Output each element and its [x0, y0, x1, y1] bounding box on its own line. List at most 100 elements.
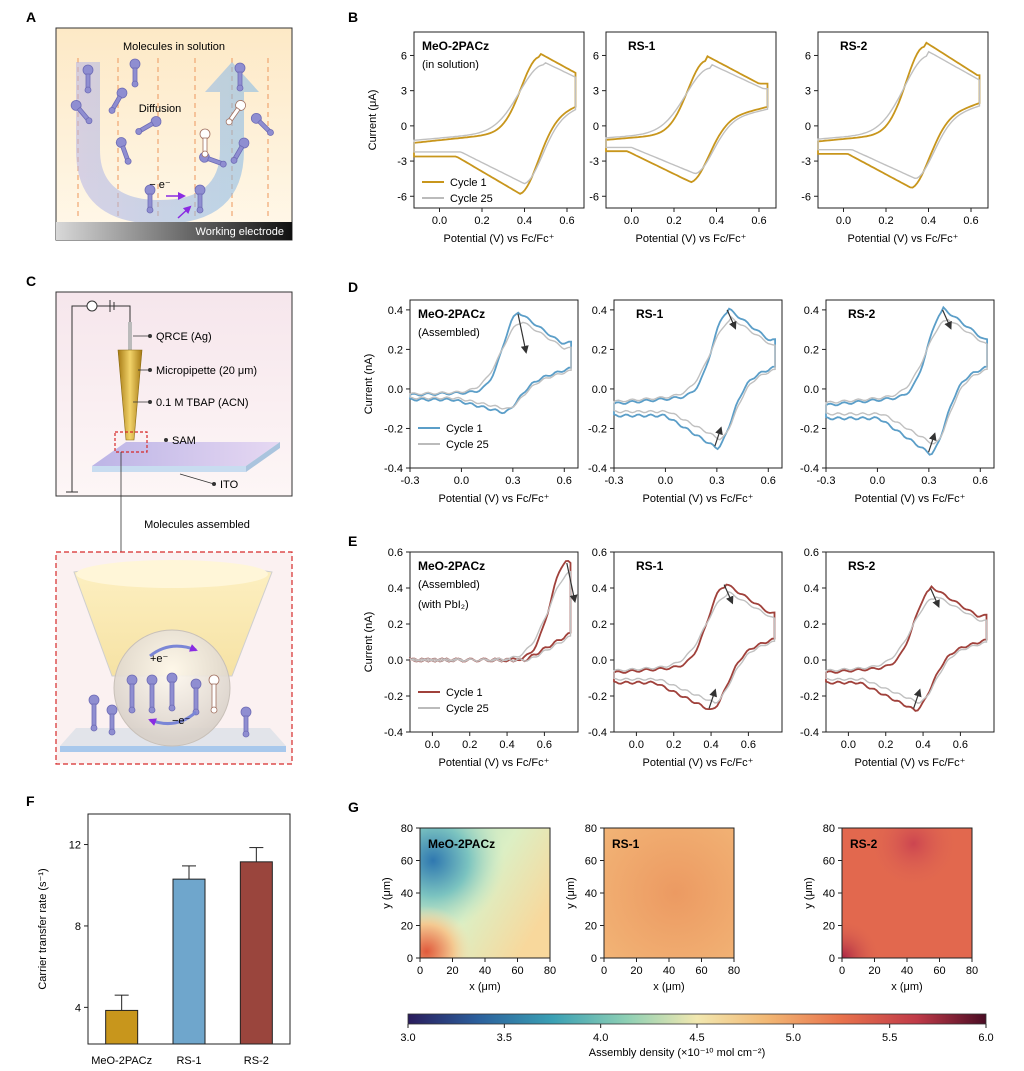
label-sam: SAM: [172, 435, 196, 447]
y-tick-label: -0.2: [588, 423, 607, 435]
x-label-meo2pacz: MeO-2PACz: [91, 1055, 152, 1067]
chart-d-meo2pacz: -0.3 0.0 0.3 0.6 -0.4 -0.2 0.0 0.2 0.4 MeO-2PAC…: [363, 299, 579, 505]
x-tick-label: 0.4: [703, 739, 718, 751]
plot-frame: [409, 551, 579, 733]
oxidized-molecule-icon: [208, 674, 220, 714]
y-tick-label: 0.2: [592, 619, 607, 631]
y-tick-label: -0.2: [800, 691, 819, 703]
y-axis-label: Current (μA): [367, 90, 379, 151]
x-ticks: 0 20 40 60 80: [839, 958, 978, 977]
heatmap-base: [604, 828, 734, 958]
y-tick-label: 0.6: [388, 547, 403, 559]
y-ticks: -0.4 -0.2 0.0 0.2 0.4 0.6: [384, 547, 410, 739]
x-tick-label: 80: [966, 965, 978, 977]
y-tick-label: 0.6: [592, 547, 607, 559]
y-tick-label: 0: [591, 953, 597, 965]
cycle-25-curve: [605, 63, 769, 175]
plot-frame: [409, 299, 579, 469]
trend-arrow-anodic: [942, 309, 952, 330]
chart-f-carrier-transfer-rate: 4 8 12 MeO-2PACz RS-1 RS-2 Carrier transfe…: [37, 813, 291, 1067]
chart-b-rs2: 0.0 0.2 0.4 0.6 -6 -3 0 3 6 RS-2 Potential (V) …: [801, 31, 989, 245]
x-tick-label: 0.4: [499, 739, 514, 751]
y-tick-label: 3: [401, 86, 407, 98]
x-tick-label: 0.6: [751, 215, 766, 227]
cycle-25-curve: [817, 50, 981, 180]
molecule-icon: [88, 694, 100, 732]
y-tick-label: 0.0: [804, 655, 819, 667]
cycle-1-curve: [605, 55, 769, 184]
colorbar-tick-label: 6.0: [978, 1032, 993, 1044]
panel-c-leader-dots: [148, 334, 216, 486]
y-tick-label: 0: [593, 121, 599, 133]
y-ticks: 0 20 40 60 80: [401, 823, 420, 965]
x-tick-label: 0.4: [709, 215, 724, 227]
y-ticks: -6 -3 0 3 6: [801, 50, 818, 203]
x-ticks: 0.0 0.2 0.4 0.6: [629, 732, 756, 751]
molecule-icon: [82, 64, 94, 94]
panel-letter-b: B: [348, 9, 358, 25]
x-ticks: 0.0 0.2 0.4 0.6: [836, 208, 979, 227]
bars: [105, 847, 273, 1045]
y-tick-label: 0: [401, 121, 407, 133]
x-axis-label: x (μm): [653, 981, 684, 993]
molecule-icon: [106, 704, 118, 736]
y-tick-label: 0: [805, 121, 811, 133]
trend-arrow: [566, 562, 578, 603]
x-tick-label: 0.2: [666, 739, 681, 751]
x-tick-label: 60: [933, 965, 945, 977]
panel-letter-f: F: [26, 793, 35, 809]
circuit-wire: [71, 305, 131, 492]
plot-frame: [605, 31, 777, 209]
molecule-icon: [115, 137, 132, 165]
cycle-25-curve: [825, 596, 988, 704]
y-ticks: 0 20 40 60 80: [585, 823, 604, 965]
panel-letter-g: G: [348, 799, 359, 815]
ito-layer: [92, 466, 246, 472]
x-tick-label: 0.6: [741, 739, 756, 751]
x-tick-label: 0.6: [973, 475, 988, 487]
y-tick-label: 0.4: [804, 305, 819, 317]
x-tick-label: 0.6: [953, 739, 968, 751]
y-tick-label: 3: [805, 86, 811, 98]
inset-plus-e: +e⁻: [150, 653, 169, 665]
x-tick-label: 60: [695, 965, 707, 977]
chart-e-rs1: 0.0 0.2 0.4 0.6 -0.4 -0.2 0.0 0.2 0.4 0.6 RS-1 P…: [588, 547, 783, 769]
molecule-icon: [146, 674, 158, 714]
y-ticks: -6 -3 0 3 6: [589, 50, 606, 203]
subplot-title: RS-1: [636, 307, 664, 321]
subplot-title: RS-2: [848, 559, 876, 573]
y-tick-label: 0: [407, 953, 413, 965]
x-axis-label: x (μm): [891, 981, 922, 993]
cycle-25-curve: [413, 61, 577, 185]
chart-d-rs1: -0.3 0.0 0.3 0.6 -0.4 -0.2 0.0 0.2 0.4 RS-1 Pot…: [588, 299, 783, 505]
chart-b-meo2pacz: 0.0 0.2 0.4 0.6 -6 -3 0 3 6 MeO-2PACz (in solut…: [367, 31, 585, 245]
legend-cycle-25: Cycle 25: [446, 439, 489, 451]
trend-arrow-cathodic: [714, 426, 723, 447]
x-tick-label: 40: [663, 965, 675, 977]
subplot-subtitle: (Assembled): [418, 579, 480, 591]
x-tick-label: 40: [901, 965, 913, 977]
y-tick-label: -0.4: [384, 727, 403, 739]
y-tick-label: -0.4: [800, 727, 819, 739]
y-tick-label: -0.4: [588, 463, 607, 475]
panel-a-schematic: Molecules in solution Diffusion − e⁻ Wor…: [55, 27, 293, 241]
y-ticks: -0.4 -0.2 0.0 0.2 0.4: [800, 305, 826, 475]
y-tick-label: 0.0: [592, 655, 607, 667]
x-tick-label: 0.3: [921, 475, 936, 487]
y-tick-label: 0.4: [388, 305, 403, 317]
x-tick-label: 0.2: [878, 739, 893, 751]
panel-letter-e: E: [348, 533, 357, 549]
plot-frame: [613, 299, 783, 469]
sam-layer: [92, 442, 280, 466]
x-tick-label: 0.0: [841, 739, 856, 751]
molecule-icon: [126, 674, 138, 714]
panel-a-top-label: Molecules in solution: [123, 41, 225, 53]
y-tick-label: 3: [593, 86, 599, 98]
y-tick-label: -3: [397, 156, 407, 168]
reduction-arrow: [148, 710, 198, 726]
subplot-subtitle: (Assembled): [418, 327, 480, 339]
y-tick-label: -3: [589, 156, 599, 168]
y-tick-label: -0.4: [800, 463, 819, 475]
subplot-title: MeO-2PACz: [418, 307, 485, 321]
y-axis-label: Current (nA): [363, 354, 375, 415]
